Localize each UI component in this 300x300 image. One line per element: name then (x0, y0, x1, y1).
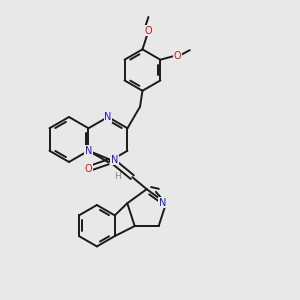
Text: H: H (114, 172, 121, 181)
Text: N: N (104, 112, 112, 122)
Text: O: O (173, 50, 181, 61)
Text: O: O (85, 164, 93, 174)
Text: O: O (144, 26, 152, 36)
Text: N: N (111, 155, 118, 165)
Text: N: N (159, 198, 166, 208)
Text: N: N (85, 146, 92, 156)
